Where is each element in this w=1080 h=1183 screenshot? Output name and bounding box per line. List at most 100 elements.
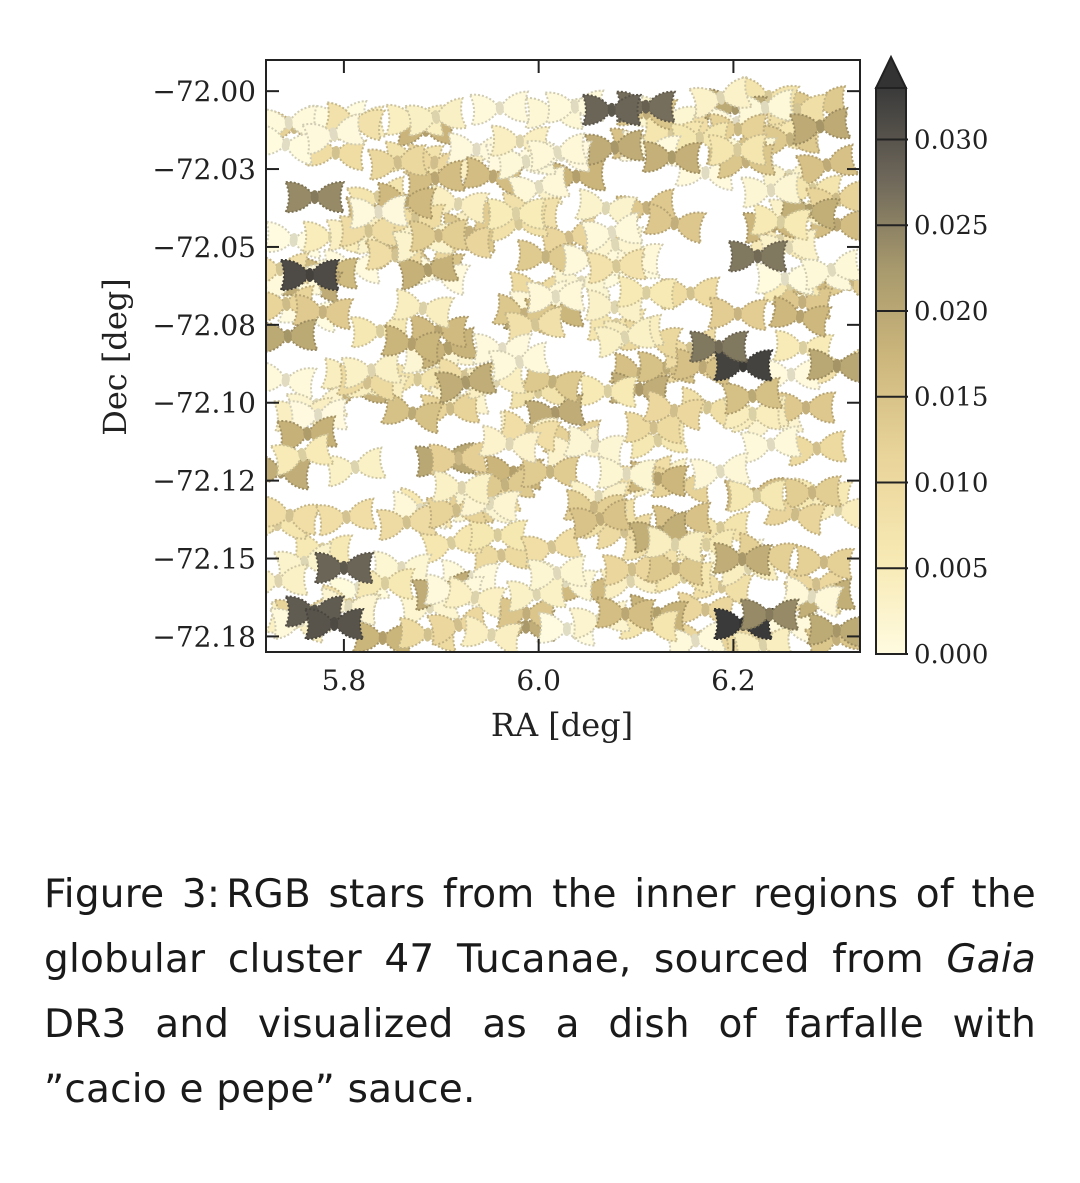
farfalle-knot: [454, 197, 463, 212]
farfalle-marker: [284, 181, 346, 214]
farfalle-knot: [627, 562, 637, 577]
farfalle-marker: [792, 544, 856, 581]
farfalle-markers: [266, 75, 860, 652]
farfalle-marker: [279, 258, 341, 292]
farfalle-knot: [610, 140, 619, 155]
farfalle-knot: [548, 374, 557, 389]
farfalle-knot: [760, 100, 770, 115]
x-tick-label: 5.8: [322, 664, 367, 697]
farfalle-knot: [667, 150, 676, 165]
farfalle-knot: [784, 240, 793, 255]
farfalle-knot: [801, 400, 811, 415]
farfalle-marker: [738, 598, 800, 631]
farfalle-knot: [457, 480, 466, 495]
farfalle-knot: [281, 373, 290, 387]
farfalle-knot: [298, 447, 307, 462]
farfalle-marker: [748, 203, 813, 242]
x-tick-label: 6.0: [516, 664, 561, 697]
farfalle-marker: [767, 295, 833, 338]
farfalle-knot: [407, 337, 416, 351]
colorbar-tick-label: 0.005: [914, 554, 988, 584]
farfalle-marker: [739, 171, 803, 209]
farfalle-knot: [461, 375, 471, 390]
farfalle-knot: [753, 249, 762, 264]
farfalle-knot: [827, 262, 836, 277]
farfalle-knot: [452, 503, 461, 518]
farfalle-knot: [553, 145, 562, 160]
farfalle-knot: [314, 408, 323, 423]
farfalle-knot: [515, 134, 524, 149]
farfalle-knot: [795, 309, 805, 324]
farfalle-knot: [378, 631, 387, 645]
farfalle-marker: [266, 495, 323, 537]
farfalle-marker: [506, 165, 573, 209]
farfalle-marker: [644, 550, 708, 587]
farfalle-marker: [266, 123, 319, 166]
farfalle-knot: [547, 540, 556, 555]
farfalle-knot: [595, 512, 605, 526]
farfalle-marker: [583, 129, 647, 166]
farfalle-knot: [653, 433, 662, 448]
farfalle-knot: [822, 158, 832, 173]
farfalle-knot: [487, 628, 496, 642]
farfalle-marker: [519, 455, 581, 488]
farfalle-knot: [284, 115, 293, 130]
farfalle-marker: [458, 614, 525, 652]
farfalle-knot: [488, 169, 497, 184]
farfalle-knot: [534, 179, 544, 194]
farfalle-marker: [266, 563, 310, 599]
y-axis-ticks: −72.00 −72.03 −72.05 −72.08 −72.10 −72.12 −72.…: [152, 75, 860, 653]
farfalle-marker: [266, 360, 318, 400]
farfalle-knot: [819, 555, 828, 570]
farfalle-knot: [733, 142, 742, 157]
farfalle-marker: [300, 112, 367, 156]
farfalle-knot: [716, 90, 725, 105]
farfalle-knot: [572, 169, 581, 184]
farfalle-knot: [612, 259, 621, 274]
farfalle-knot: [621, 606, 630, 621]
farfalle-marker: [727, 240, 789, 273]
farfalle-marker: [504, 575, 569, 613]
farfalle-knot: [758, 638, 767, 652]
colorbar-ticks: 0.000 0.005 0.010 0.015 0.020 0.025 0.030: [876, 125, 988, 670]
colorbar: 0.000 0.005 0.010 0.015 0.020 0.025 0.030: [874, 54, 988, 670]
farfalle-marker: [525, 554, 589, 592]
farfalle-marker: [688, 452, 753, 491]
farfalle-marker: [390, 287, 456, 329]
farfalle-knot: [816, 119, 825, 134]
farfalle-knot: [562, 622, 571, 637]
farfalle-marker: [794, 143, 860, 187]
farfalle-knot: [626, 574, 635, 589]
farfalle-knot: [686, 286, 695, 301]
farfalle-knot: [305, 268, 314, 282]
farfalle-marker: [418, 521, 485, 565]
farfalle-marker: [339, 351, 404, 390]
farfalle-marker: [379, 324, 445, 364]
farfalle-marker: [788, 106, 853, 146]
farfalle-knot: [766, 437, 776, 452]
farfalle-marker: [430, 470, 493, 506]
farfalle-marker: [579, 211, 645, 254]
colorbar-tick-label: 0.015: [914, 383, 988, 413]
farfalle-knot: [289, 233, 298, 247]
farfalle-knot: [493, 528, 502, 543]
farfalle-marker: [775, 391, 837, 424]
farfalle-marker: [518, 525, 585, 569]
farfalle-knot: [497, 548, 506, 563]
farfalle-knot: [431, 171, 440, 186]
farfalle-knot: [787, 367, 796, 382]
farfalle-marker: [730, 626, 795, 652]
farfalle-knot: [748, 406, 757, 421]
farfalle-marker: [581, 93, 643, 126]
farfalle-knot: [342, 510, 351, 525]
farfalle-marker: [269, 432, 336, 477]
farfalle-marker: [573, 187, 639, 229]
farfalle-knot: [376, 324, 385, 339]
farfalle-marker: [754, 262, 816, 295]
farfalle-marker: [674, 385, 741, 430]
farfalle-knot: [303, 426, 312, 441]
farfalle-marker: [615, 275, 678, 311]
farfalle-marker: [688, 330, 750, 363]
farfalle-knot: [367, 363, 376, 378]
caption-text-2: DR3 and visualized as a dish of farfalle…: [44, 1002, 1036, 1112]
